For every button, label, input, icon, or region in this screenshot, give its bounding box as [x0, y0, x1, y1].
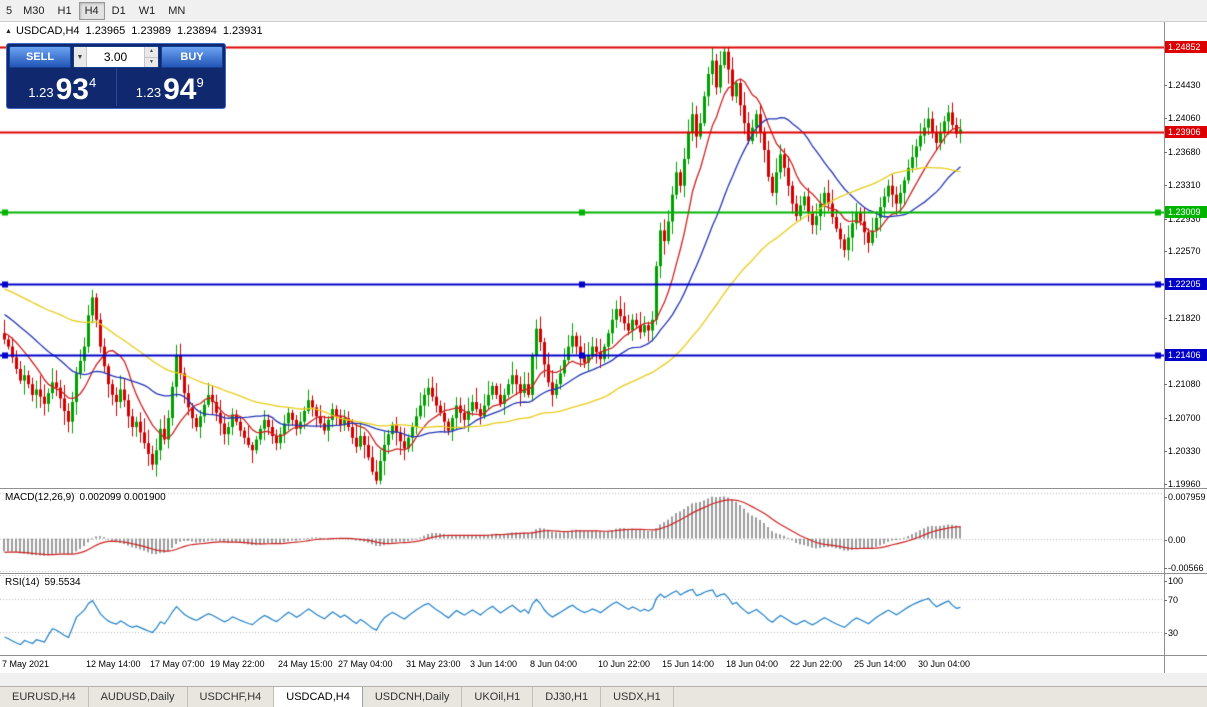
chart-tab-dj30[interactable]: DJ30,H1: [533, 687, 602, 707]
ohlc-high: 1.23989: [131, 25, 172, 37]
time-axis-label: 3 Jun 14:00: [470, 659, 518, 669]
price-level-badge: 1.23906: [1165, 125, 1207, 138]
timeframe-m30[interactable]: M30: [17, 2, 50, 20]
chart-tab-bar: EURUSD,H4 AUDUSD,Daily USDCHF,H4 USDCAD,…: [0, 686, 1207, 707]
macd-indicator-chart[interactable]: [0, 490, 1164, 574]
macd-scale[interactable]: 0.007959 0.00 -0.00566: [1164, 488, 1207, 574]
volume-spinner: ▲ ▼: [144, 47, 158, 67]
price-scale-label: 1.23310: [1164, 179, 1201, 190]
macd-scale-label: 0.007959: [1164, 492, 1206, 502]
volume-control: ▼ ▲ ▼: [73, 46, 159, 68]
rsi-scale[interactable]: 100 70 30: [1163, 573, 1207, 656]
time-axis-label: 25 Jun 14:00: [854, 659, 907, 669]
rsi-header: RSI(14) 59.5534: [5, 577, 81, 588]
price-scale-label: 1.22930: [1164, 213, 1201, 224]
price-scale-label: 1.21820: [1164, 313, 1201, 323]
timeframe-mn[interactable]: MN: [162, 2, 191, 20]
ohlc-header: ▲ USDCAD,H4 1.23965 1.23989 1.23894 1.23…: [5, 25, 263, 37]
price-scale-label: 1.21080: [1164, 379, 1201, 390]
ask-prefix: 1.23: [135, 85, 162, 100]
ask-pipette: 9: [196, 75, 204, 90]
timeframe-toolbar: 5 M30 H1 H4 D1 W1 MN: [0, 0, 1207, 22]
time-axis-label: 24 May 15:00: [278, 659, 333, 669]
rsi-scale-label: 70: [1163, 595, 1179, 606]
chart-symbol-label: USDCAD,H4: [15, 25, 80, 37]
price-scale-label: 1.22570: [1164, 245, 1201, 256]
timeframe-m5[interactable]: 5: [2, 2, 16, 20]
axis-corner: [1164, 655, 1207, 673]
price-scale[interactable]: 1.24430 1.24060 1.23680 1.23310 1.22930 …: [1164, 22, 1207, 490]
time-axis-label: 15 Jun 14:00: [662, 659, 715, 669]
sell-button[interactable]: SELL: [9, 46, 71, 68]
bid-prefix: 1.23: [28, 85, 54, 100]
chart-marker-icon[interactable]: ▲: [5, 27, 12, 35]
horizontal-scroll-strip[interactable]: [0, 672, 1207, 686]
main-chart-pane: ▲ USDCAD,H4 1.23965 1.23989 1.23894 1.23…: [0, 22, 1164, 488]
ask-big-digits: 94: [163, 73, 197, 106]
price-scale-label: 1.20330: [1164, 446, 1201, 457]
chart-tab-eurusd[interactable]: EURUSD,H4: [0, 687, 89, 707]
ohlc-low: 1.23894: [177, 25, 217, 37]
rsi-scale-label: 30: [1163, 627, 1179, 638]
price-scale-label: 1.24430: [1164, 79, 1201, 90]
rsi-label: RSI(14): [5, 577, 40, 588]
rsi-pane: RSI(14) 59.5534: [0, 573, 1164, 656]
bid-big-digits: 93: [55, 73, 89, 106]
chart-tab-usdx[interactable]: USDX,H1: [601, 687, 674, 707]
volume-increase-button[interactable]: ▲: [145, 47, 158, 58]
rsi-value: 59.5534: [44, 577, 81, 588]
chart-tab-usdchf[interactable]: USDCHF,H4: [188, 687, 275, 707]
bid-pipette: 4: [88, 75, 97, 90]
ohlc-open: 1.23965: [85, 25, 126, 37]
time-axis-label: 7 May 2021: [2, 659, 50, 669]
price-level-badge: 1.22205: [1165, 277, 1207, 290]
macd-values: 0.002099 0.001900: [79, 492, 166, 503]
volume-decrease-button[interactable]: ▼: [145, 57, 158, 67]
chart-tab-ukoil[interactable]: UKOil,H1: [462, 687, 534, 707]
price-level-badge: 1.21406: [1165, 349, 1207, 361]
time-axis-label: 22 Jun 22:00: [790, 659, 843, 669]
rsi-indicator-chart[interactable]: [0, 575, 1164, 656]
price-level-badge: 1.24852: [1165, 41, 1207, 54]
timeframe-h4[interactable]: H4: [78, 1, 105, 20]
price-scale-label: 1.24060: [1164, 112, 1201, 123]
time-axis-label: 19 May 22:00: [210, 659, 265, 669]
macd-scale-label: 0.00: [1164, 534, 1186, 545]
chart-window: ▲ USDCAD,H4 1.23965 1.23989 1.23894 1.23…: [0, 22, 1207, 673]
price-scale-label: 1.19960: [1164, 479, 1201, 490]
time-axis[interactable]: 7 May 2021 12 May 14:00 17 May 07:00 19 …: [0, 655, 1164, 673]
ohlc-close: 1.23931: [222, 25, 263, 37]
time-axis-label: 27 May 04:00: [338, 659, 393, 669]
time-axis-label: 10 Jun 22:00: [598, 659, 651, 669]
bid-price[interactable]: 1.23 93 4: [9, 68, 117, 106]
timeframe-h1[interactable]: H1: [52, 2, 78, 20]
volume-dropdown-button[interactable]: ▼: [74, 47, 87, 67]
volume-input[interactable]: [87, 47, 144, 67]
timeframe-d1[interactable]: D1: [106, 2, 132, 20]
price-level-badge: 1.23009: [1165, 205, 1207, 218]
macd-pane: MACD(12,26,9) 0.002099 0.001900: [0, 488, 1164, 574]
time-axis-label: 31 May 23:00: [406, 659, 461, 669]
macd-label: MACD(12,26,9): [5, 492, 75, 503]
macd-header: MACD(12,26,9) 0.002099 0.001900: [5, 492, 166, 503]
buy-button[interactable]: BUY: [161, 46, 223, 68]
price-scale-label: 1.20700: [1164, 413, 1201, 424]
price-scale-label: 1.23680: [1164, 146, 1201, 157]
one-click-trading-panel: SELL ▼ ▲ ▼ BUY 1.23 93 4 1: [6, 43, 226, 109]
time-axis-label: 12 May 14:00: [86, 659, 141, 669]
timeframe-w1[interactable]: W1: [133, 2, 162, 20]
chart-tab-usdcad[interactable]: USDCAD,H4: [274, 687, 363, 707]
time-axis-label: 18 Jun 04:00: [726, 659, 779, 669]
time-axis-label: 8 Jun 04:00: [530, 659, 578, 669]
time-axis-label: 30 Jun 04:00: [918, 659, 971, 669]
macd-scale-label: -0.00566: [1164, 563, 1204, 573]
time-axis-label: 17 May 07:00: [150, 659, 205, 669]
chart-tab-usdcnh[interactable]: USDCNH,Daily: [363, 687, 463, 707]
chart-tab-audusd[interactable]: AUDUSD,Daily: [89, 687, 188, 707]
rsi-scale-label: 100: [1163, 576, 1184, 586]
ask-price[interactable]: 1.23 94 9: [117, 68, 224, 106]
